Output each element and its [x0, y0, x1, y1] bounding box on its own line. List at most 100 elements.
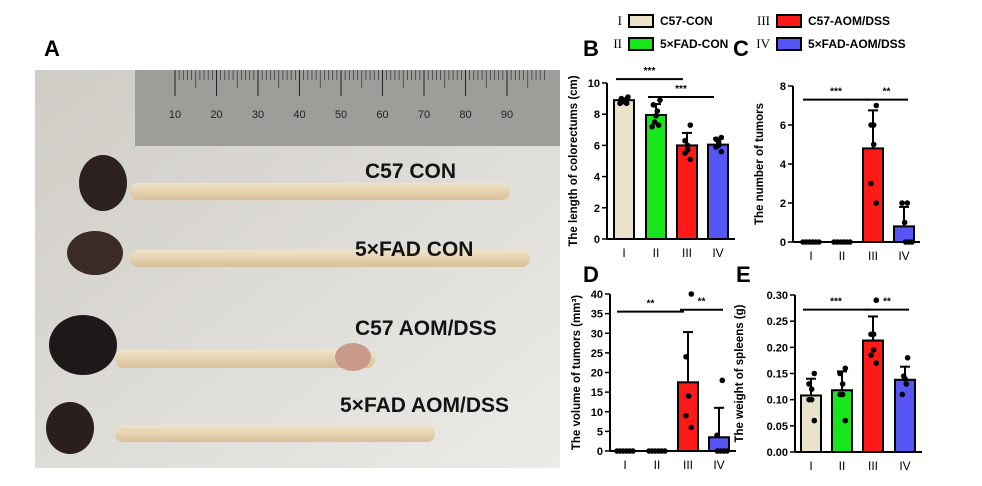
data-point	[724, 448, 730, 454]
x-tick-label: III	[868, 249, 878, 263]
y-tick-label: 10	[591, 407, 603, 419]
y-tick-label: 0	[780, 237, 786, 249]
data-point	[646, 448, 652, 454]
bar	[862, 339, 884, 453]
colon-1	[79, 155, 510, 211]
legend-swatch	[776, 37, 802, 51]
data-point	[650, 102, 657, 108]
data-point	[808, 386, 815, 393]
y-tick-label: 0.15	[767, 369, 788, 381]
panel-label-a: A	[44, 36, 60, 61]
data-point	[847, 239, 853, 245]
data-point	[687, 122, 694, 128]
data-point	[713, 136, 719, 142]
data-point	[842, 365, 849, 372]
data-point	[630, 448, 636, 454]
colon-label: 5×FAD CON	[355, 238, 474, 261]
data-point	[627, 448, 633, 454]
data-point	[868, 122, 874, 128]
x-tick-label: I	[622, 246, 625, 260]
chart-e: 0.000.050.100.150.200.250.30I II III IVThe …	[734, 290, 922, 473]
x-tick-label: IV	[712, 246, 723, 260]
data-point	[839, 381, 846, 387]
data-point	[649, 123, 655, 130]
significance-label: ***	[830, 297, 842, 308]
significance-label: **	[698, 297, 706, 308]
data-point	[873, 360, 880, 366]
data-point	[900, 373, 907, 379]
legend-swatch	[776, 14, 802, 28]
y-tick-label: 8	[780, 81, 786, 93]
bar	[676, 144, 698, 240]
x-tick-label: I	[623, 458, 626, 472]
data-point	[682, 150, 688, 156]
data-point	[904, 355, 911, 361]
data-point	[623, 100, 630, 107]
y-tick-label: 0	[594, 234, 600, 246]
data-point	[873, 102, 880, 109]
data-point	[813, 239, 819, 245]
data-point	[714, 432, 720, 439]
data-point	[655, 448, 662, 454]
data-point	[904, 200, 911, 206]
significance-label: ***	[644, 66, 656, 77]
data-point	[718, 148, 725, 155]
ruler-label: 50	[335, 109, 347, 121]
y-tick-label: 0.05	[767, 421, 788, 433]
y-tick-label: 15	[591, 387, 603, 399]
y-tick-label: 0.10	[767, 395, 788, 407]
y-tick-label: 4	[594, 172, 601, 184]
ruler-label: 90	[501, 109, 513, 121]
data-point	[831, 239, 837, 245]
data-point	[685, 393, 692, 399]
y-tick-label: 20	[591, 368, 603, 380]
legend-num: III	[757, 13, 770, 28]
data-point	[614, 448, 620, 454]
data-point	[870, 141, 877, 148]
bar	[708, 436, 730, 453]
x-tick-label: II	[839, 249, 846, 263]
legend-item: II 5×FAD-CON	[610, 36, 728, 52]
ruler-label: 30	[252, 109, 264, 121]
data-point	[657, 97, 663, 103]
data-point	[899, 391, 906, 398]
panel-label-d: D	[583, 262, 599, 287]
x-tick-label: III	[683, 458, 693, 472]
y-tick-label: 0.30	[767, 290, 788, 302]
y-tick-label: 35	[591, 309, 603, 321]
legend-label: C57-CON	[660, 14, 713, 28]
bar	[613, 99, 635, 240]
data-point	[800, 239, 806, 245]
data-point	[816, 239, 822, 245]
bar	[677, 381, 699, 452]
data-point	[721, 448, 727, 454]
data-point	[683, 412, 689, 419]
data-point	[808, 396, 815, 403]
data-point	[806, 381, 812, 387]
bar	[894, 378, 916, 453]
y-tick-label: 2	[780, 198, 786, 210]
data-point	[620, 448, 627, 454]
data-point	[870, 347, 877, 353]
y-tick-label: 0.25	[767, 316, 788, 328]
data-point	[719, 377, 726, 384]
legend-num: II	[613, 36, 622, 51]
ruler-label: 80	[459, 109, 471, 121]
x-tick-label: III	[682, 246, 692, 260]
bar	[893, 225, 915, 243]
panel-label-b: B	[583, 36, 599, 61]
y-axis-label: The number of tumors	[754, 103, 766, 225]
data-point	[803, 239, 809, 245]
data-point	[625, 94, 631, 100]
data-point	[685, 393, 692, 399]
legend-swatch	[628, 14, 654, 28]
y-tick-label: 25	[591, 348, 603, 360]
x-tick-label: II	[654, 458, 661, 472]
data-point	[683, 354, 689, 360]
data-point	[909, 239, 915, 245]
data-point	[834, 239, 840, 245]
data-point	[621, 97, 627, 103]
significance-label: **	[883, 297, 891, 308]
